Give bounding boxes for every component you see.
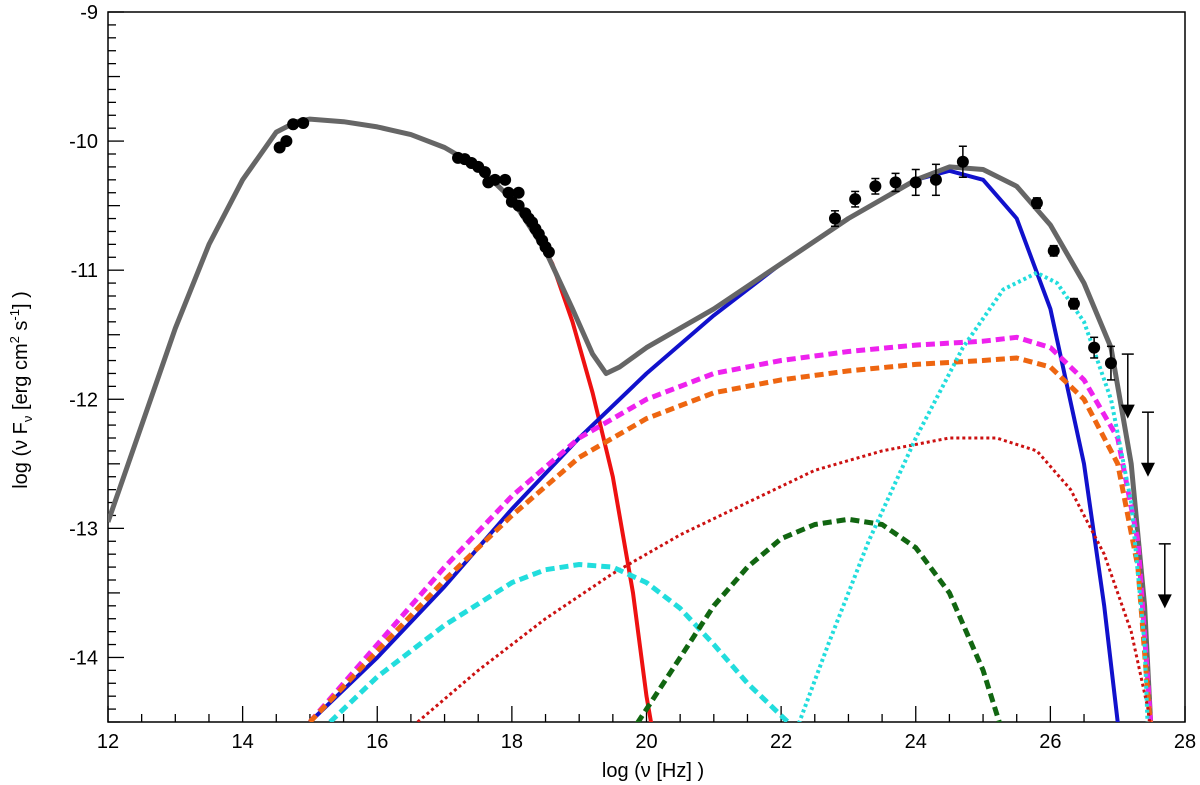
data-point <box>956 155 969 168</box>
series-green_dashed <box>635 516 1002 722</box>
x-tick-label: 26 <box>1039 731 1061 753</box>
y-axis-label-part3: s <box>10 321 32 337</box>
data-point <box>512 199 525 212</box>
series-synchrotron <box>309 117 653 722</box>
data-point <box>512 186 525 199</box>
data-point <box>542 246 555 259</box>
y-tick-label: -13 <box>69 518 98 540</box>
data-point <box>502 186 515 199</box>
x-tick-label: 14 <box>232 731 254 753</box>
data-point <box>849 193 862 206</box>
data-point <box>869 180 882 193</box>
plot-frame <box>107 11 1186 723</box>
y-axis-label-part4: ] ) <box>10 291 32 309</box>
y-axis-label: log (ν Fν [erg cm2 s-1] ) <box>7 291 35 489</box>
data-point <box>909 176 922 189</box>
x-tick-label: 20 <box>635 731 657 753</box>
y-tick-label: -9 <box>80 2 98 24</box>
data-points <box>273 117 1172 609</box>
data-point <box>489 173 502 186</box>
model-curves <box>108 116 1154 722</box>
y-tick-label: -10 <box>69 131 98 153</box>
data-point <box>889 176 902 189</box>
upper-limit-arrow <box>1140 411 1155 477</box>
data-point <box>287 118 300 131</box>
data-point <box>1088 341 1101 354</box>
y-axis-label-sup2: -1 <box>7 309 22 321</box>
data-point <box>280 135 293 148</box>
upper-limit-arrow <box>1120 353 1135 419</box>
x-tick-label: 16 <box>366 731 388 753</box>
y-axis-label-part2: [erg cm <box>10 343 32 415</box>
series-ssc <box>308 168 1120 722</box>
data-point <box>1067 297 1080 310</box>
y-axis-label-sup: 2 <box>7 336 22 343</box>
series-orange <box>308 355 1153 722</box>
x-tick-label: 28 <box>1174 731 1196 753</box>
x-tick-label: 24 <box>905 731 927 753</box>
x-axis-label: log (ν [Hz] ) <box>602 760 704 782</box>
y-tick-label: -11 <box>71 260 98 282</box>
data-point <box>929 173 942 186</box>
axes: 12 14 16 18 20 22 24 26 28 -14 -13 -12 -11 -10 -9 <box>69 2 1196 753</box>
data-point <box>499 173 512 186</box>
x-tick-label: 12 <box>97 731 119 753</box>
data-point <box>478 166 491 179</box>
y-axis-label-sub: ν <box>20 416 35 423</box>
x-tick-label: 22 <box>770 731 792 753</box>
upper-limit-arrow <box>1157 543 1172 609</box>
data-point <box>1047 244 1060 257</box>
x-tick-label: 18 <box>501 731 523 753</box>
y-tick-label: -12 <box>69 389 98 411</box>
y-tick-label: -14 <box>69 647 98 669</box>
data-point <box>297 117 310 130</box>
series-red_dotted <box>416 436 1152 722</box>
series-total <box>108 116 1154 722</box>
y-axis-label-part1: log (ν F <box>10 422 32 489</box>
data-point <box>1030 197 1043 210</box>
data-point <box>1104 357 1117 370</box>
series-cyan_dotted <box>797 270 1150 722</box>
plot-border <box>107 11 1186 723</box>
series-magenta <box>308 334 1153 722</box>
data-point <box>828 212 841 225</box>
